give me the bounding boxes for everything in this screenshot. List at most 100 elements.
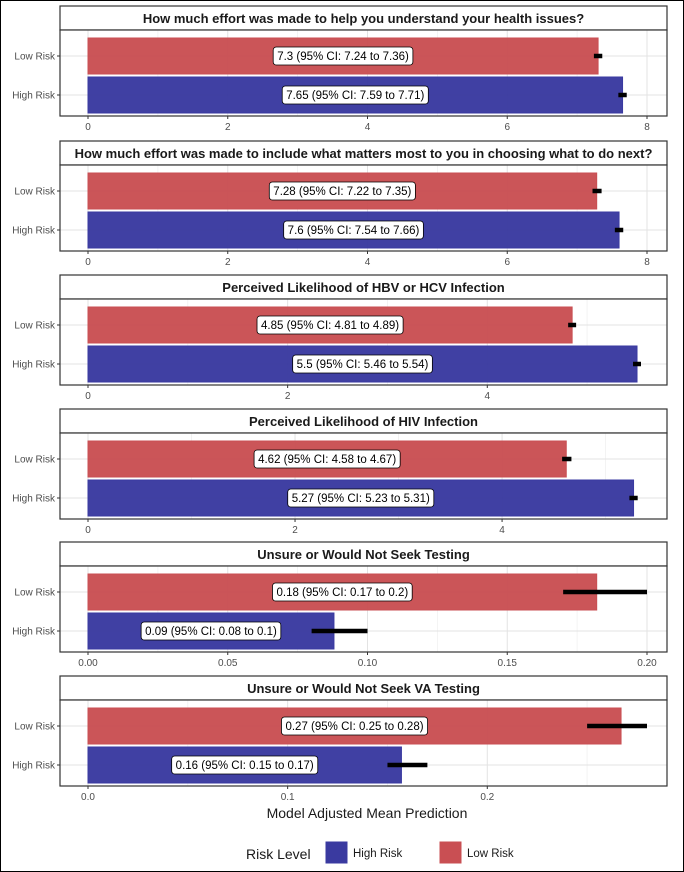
data-label-box	[287, 488, 435, 508]
data-label-low-risk: 4.62 (95% CI: 4.58 to 4.67)	[253, 449, 401, 469]
data-label-box	[253, 449, 401, 469]
data-label-text: 5.27 (95% CI: 5.23 to 5.31)	[292, 493, 430, 505]
facet-strip	[59, 140, 668, 166]
facet-strip	[59, 274, 668, 300]
data-label-text: 0.27 (95% CI: 0.25 to 0.28)	[285, 721, 423, 733]
y-tick-label: High Risk	[12, 494, 56, 505]
x-tick-label: 0.0	[81, 792, 95, 803]
data-label-text: 4.62 (95% CI: 4.58 to 4.67)	[258, 454, 396, 466]
y-tick-label: Low Risk	[14, 588, 56, 599]
facet-panel-2: How much effort was made to include what…	[12, 140, 668, 268]
x-tick-label: 0.2	[480, 792, 494, 803]
x-tick-label: 2	[225, 257, 231, 268]
data-label-text: 7.3 (95% CI: 7.24 to 7.36)	[277, 51, 409, 63]
data-label-text: 7.6 (95% CI: 7.54 to 7.66)	[288, 225, 420, 237]
x-tick-label: 2	[292, 525, 298, 536]
facet-strip	[59, 5, 668, 31]
data-label-low-risk: 7.28 (95% CI: 7.22 to 7.35)	[268, 181, 416, 201]
data-label-high-risk: 0.09 (95% CI: 0.08 to 0.1)	[140, 621, 282, 641]
x-tick-label: 0	[85, 525, 91, 536]
x-tick-label: 6	[504, 122, 510, 133]
y-tick-label: Low Risk	[14, 321, 56, 332]
data-label-box	[292, 354, 433, 374]
data-label-box	[281, 716, 428, 736]
y-tick-label: Low Risk	[14, 52, 56, 63]
x-tick-label: 8	[644, 257, 650, 268]
data-label-text: 5.5 (95% CI: 5.46 to 5.54)	[297, 359, 429, 371]
data-label-box	[140, 621, 282, 641]
panel-border	[59, 298, 668, 386]
facet-strip	[59, 408, 668, 434]
data-label-box	[256, 315, 404, 335]
y-tick-label: High Risk	[12, 627, 56, 638]
data-label-high-risk: 7.6 (95% CI: 7.54 to 7.66)	[283, 220, 424, 240]
x-tick-label: 0.05	[218, 658, 238, 669]
facet-title: How much effort was made to help you und…	[143, 11, 584, 26]
legend-swatch-low-risk	[439, 841, 462, 864]
data-label-text: 4.85 (95% CI: 4.81 to 4.89)	[261, 320, 399, 332]
x-tick-label: 0	[85, 122, 91, 133]
data-label-box	[268, 181, 416, 201]
x-tick-label: 4	[365, 257, 371, 268]
legend-label-low-risk: Low Risk	[467, 848, 514, 860]
facet-title: Unsure or Would Not Seek VA Testing	[247, 681, 480, 696]
panel-border	[59, 432, 668, 520]
x-tick-label: 0	[85, 257, 91, 268]
x-tick-label: 6	[504, 257, 510, 268]
x-tick-label: 0.15	[498, 658, 518, 669]
panel-border	[59, 164, 668, 252]
data-label-high-risk: 5.27 (95% CI: 5.23 to 5.31)	[287, 488, 435, 508]
data-label-text: 0.18 (95% CI: 0.17 to 0.2)	[276, 587, 408, 599]
data-label-high-risk: 5.5 (95% CI: 5.46 to 5.54)	[292, 354, 433, 374]
x-tick-label: 8	[644, 122, 650, 133]
data-label-low-risk: 0.18 (95% CI: 0.17 to 0.2)	[272, 582, 413, 602]
data-label-low-risk: 0.27 (95% CI: 0.25 to 0.28)	[281, 716, 428, 736]
x-tick-label: 4	[365, 122, 371, 133]
data-label-text: 7.65 (95% CI: 7.59 to 7.71)	[286, 90, 424, 102]
facet-title: Unsure or Would Not Seek Testing	[257, 547, 470, 562]
x-tick-label: 0.1	[281, 792, 295, 803]
y-tick-label: High Risk	[12, 91, 56, 102]
x-tick-label: 0.20	[637, 658, 657, 669]
facet-title: How much effort was made to include what…	[75, 146, 653, 161]
facet-panel-1: How much effort was made to help you und…	[12, 5, 668, 133]
data-label-low-risk: 4.85 (95% CI: 4.81 to 4.89)	[256, 315, 404, 335]
legend-swatch-high-risk	[325, 841, 348, 864]
facet-strip	[59, 675, 668, 701]
x-tick-label: 0	[85, 391, 91, 402]
y-tick-label: High Risk	[12, 761, 56, 772]
x-tick-label: 2	[285, 391, 291, 402]
y-tick-label: High Risk	[12, 226, 56, 237]
data-label-high-risk: 0.16 (95% CI: 0.15 to 0.17)	[171, 755, 319, 775]
x-tick-label: 0.00	[78, 658, 98, 669]
y-tick-label: High Risk	[12, 360, 56, 371]
legend-label-high-risk: High Risk	[353, 848, 402, 860]
y-tick-label: Low Risk	[14, 722, 56, 733]
facet-panel-3: Perceived Likelihood of HBV or HCV Infec…	[12, 274, 668, 402]
legend-title: Risk Level	[246, 846, 311, 862]
data-label-low-risk: 7.3 (95% CI: 7.24 to 7.36)	[272, 46, 414, 66]
data-label-high-risk: 7.65 (95% CI: 7.59 to 7.71)	[281, 85, 429, 105]
data-label-box	[171, 755, 319, 775]
y-tick-label: Low Risk	[14, 187, 56, 198]
x-tick-label: 4	[485, 391, 491, 402]
panel-border	[59, 29, 668, 117]
x-axis-title: Model Adjusted Mean Prediction	[267, 805, 468, 821]
legend: Risk Level High Risk Low Risk	[246, 841, 514, 864]
facet-panel-6: Unsure or Would Not Seek VA Testing 0.27 …	[12, 675, 668, 803]
facet-title: Perceived Likelihood of HIV Infection	[249, 414, 478, 429]
data-label-box	[283, 220, 424, 240]
facet-panel-4: Perceived Likelihood of HIV Infection 4.6…	[12, 408, 668, 536]
data-label-text: 0.09 (95% CI: 0.08 to 0.1)	[145, 626, 277, 638]
panel-border	[59, 699, 668, 787]
facet-strip	[59, 541, 668, 567]
y-tick-label: Low Risk	[14, 455, 56, 466]
x-tick-label: 0.10	[358, 658, 378, 669]
facet-title: Perceived Likelihood of HBV or HCV Infec…	[222, 280, 504, 295]
data-label-box	[272, 582, 413, 602]
facet-panel-5: Unsure or Would Not Seek Testing 0.18 (95…	[12, 541, 668, 669]
panel-border	[59, 565, 668, 653]
data-label-box	[281, 85, 429, 105]
data-label-text: 7.28 (95% CI: 7.22 to 7.35)	[273, 186, 411, 198]
data-label-box	[272, 46, 414, 66]
